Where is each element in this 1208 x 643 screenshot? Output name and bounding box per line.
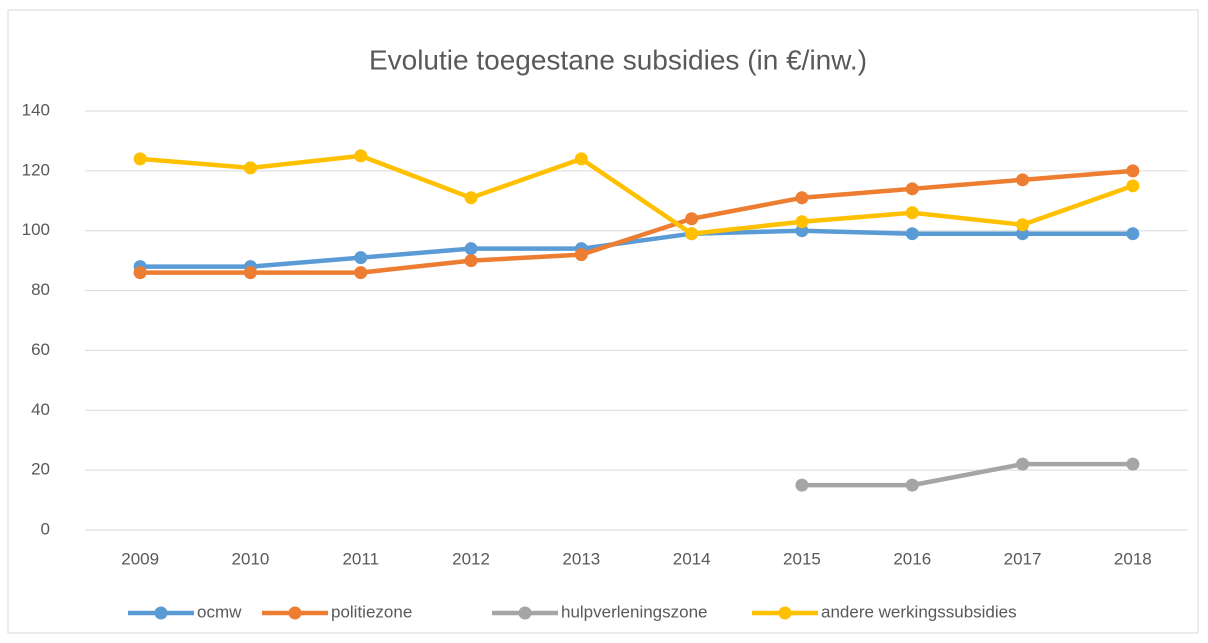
series-line xyxy=(801,461,1133,488)
y-tick-label: 20 xyxy=(31,460,50,479)
x-tick-label: 2009 xyxy=(121,549,159,568)
data-point xyxy=(1016,218,1030,232)
data-point xyxy=(243,266,257,280)
x-tick-label: 2012 xyxy=(452,549,490,568)
data-point xyxy=(1016,227,1030,241)
data-point xyxy=(1126,457,1140,471)
y-tick-label: 40 xyxy=(31,400,50,419)
y-tick-label: 140 xyxy=(22,100,50,119)
data-point xyxy=(905,227,919,241)
series-line xyxy=(140,228,1133,269)
series-line xyxy=(140,168,1134,275)
chart-title: Evolutie toegestane subsidies (in €/inw.… xyxy=(369,44,867,75)
data-point xyxy=(1016,457,1030,471)
x-tick-label: 2013 xyxy=(562,549,600,568)
legend-label: ocmw xyxy=(197,602,242,621)
series-line xyxy=(139,153,1134,236)
data-point xyxy=(464,254,478,268)
y-tick-label: 80 xyxy=(31,280,50,299)
data-point xyxy=(133,266,147,280)
y-tick-label: 100 xyxy=(22,220,50,239)
legend-marker xyxy=(154,606,168,620)
data-point xyxy=(464,242,478,256)
data-point xyxy=(464,191,478,205)
y-tick-label: 60 xyxy=(31,340,50,359)
x-tick-label: 2011 xyxy=(342,549,379,568)
data-point xyxy=(905,206,919,220)
legend-marker xyxy=(778,606,792,620)
legend-marker xyxy=(288,606,302,620)
chart-border xyxy=(7,9,1199,634)
data-point xyxy=(354,149,368,163)
x-tick-label: 2010 xyxy=(232,549,270,568)
data-point xyxy=(795,215,809,229)
data-point xyxy=(1016,173,1030,187)
data-point xyxy=(1126,227,1140,241)
legend-marker xyxy=(518,606,532,620)
data-point xyxy=(1126,179,1140,193)
data-point xyxy=(905,478,919,492)
x-tick-label: 2017 xyxy=(1004,549,1042,568)
y-tick-label: 0 xyxy=(41,519,50,538)
data-point xyxy=(685,212,699,226)
data-point xyxy=(133,152,147,166)
data-point xyxy=(574,152,588,166)
x-tick-label: 2018 xyxy=(1114,549,1152,568)
data-point xyxy=(354,251,368,265)
legend-label: politiezone xyxy=(331,602,412,621)
data-point xyxy=(1126,164,1140,178)
x-tick-label: 2014 xyxy=(673,549,711,568)
data-point xyxy=(905,182,919,196)
legend-label: andere werkingssubsidies xyxy=(821,602,1017,621)
data-point xyxy=(685,227,699,241)
y-tick-label: 120 xyxy=(22,160,50,179)
data-point xyxy=(243,161,257,175)
data-point xyxy=(795,191,809,205)
legend-label: hulpverleningszone xyxy=(561,602,708,621)
data-point xyxy=(354,266,368,280)
x-tick-label: 2015 xyxy=(783,549,821,568)
data-point xyxy=(795,224,809,238)
x-tick-label: 2016 xyxy=(893,549,931,568)
data-point xyxy=(795,478,809,492)
data-point xyxy=(574,248,588,262)
